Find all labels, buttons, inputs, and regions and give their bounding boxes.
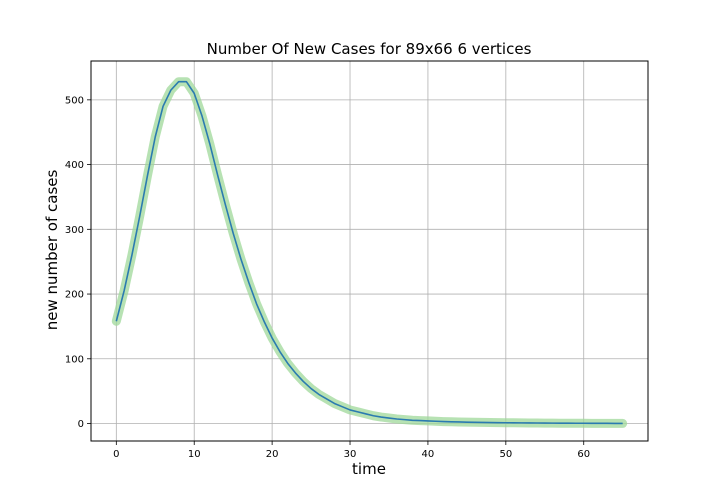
grid-layer [91,61,648,441]
y-tick-label: 100 [65,354,84,365]
x-tick-label: 0 [113,449,119,460]
y-tick-label: 500 [65,95,84,106]
y-axis-title: new number of cases [43,170,61,331]
x-tick-label: 20 [266,449,279,460]
plot-frame [90,60,649,442]
y-tick-label: 0 [78,419,84,430]
series-band [111,77,628,428]
chart-title: Number Of New Cases for 89x66 6 vertices [207,40,532,58]
x-tick-label: 40 [422,449,435,460]
band-layer [111,77,628,428]
line-layer [115,80,623,425]
x-tick-label: 60 [577,449,590,460]
x-tick-label: 30 [344,449,357,460]
tick-layer: 0 10 20 30 40 50 60 0 100 200 300 400 500 [65,95,590,460]
y-tick-label: 400 [65,160,84,171]
y-tick-label: 200 [65,290,84,301]
x-tick-label: 10 [188,449,201,460]
x-tick-label: 50 [499,449,512,460]
series-line [115,80,623,425]
y-tick-label: 300 [65,225,84,236]
x-axis-title: time [352,460,386,478]
